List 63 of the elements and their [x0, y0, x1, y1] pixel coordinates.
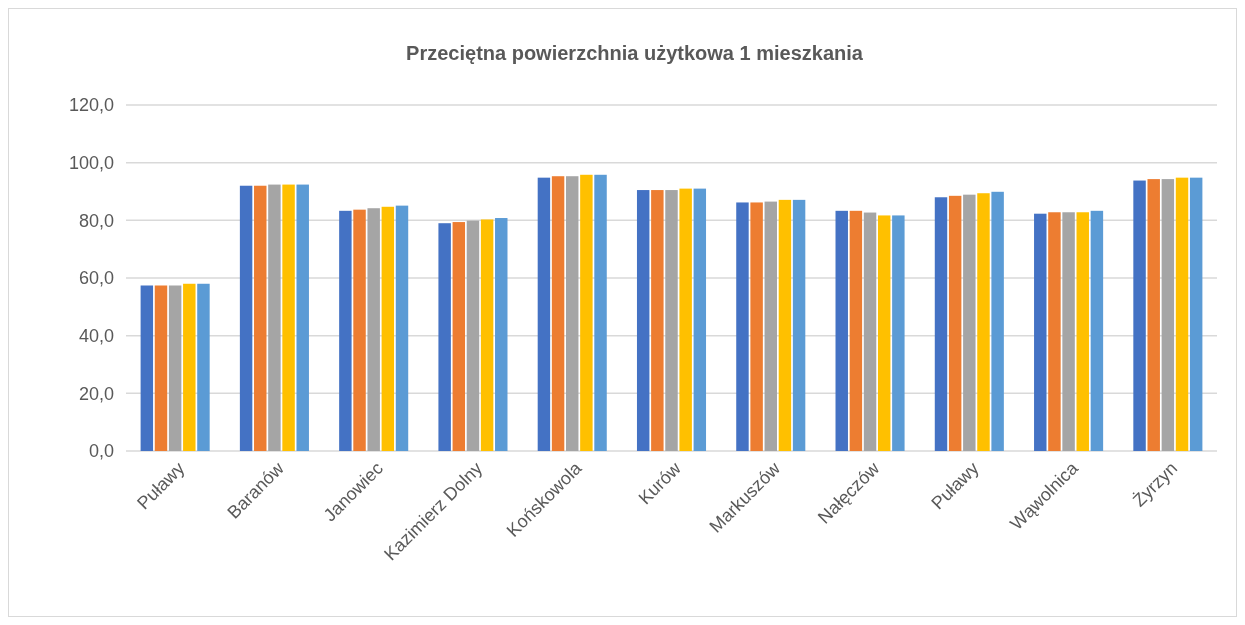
y-tick-label: 20,0: [78, 383, 114, 404]
bar: [651, 190, 664, 451]
bar: [750, 202, 763, 451]
bar: [948, 195, 962, 451]
bar: [197, 283, 210, 451]
bar: [183, 283, 196, 451]
bar: [438, 223, 451, 451]
bar: [353, 209, 366, 451]
bar: [977, 193, 990, 451]
bar: [877, 215, 891, 451]
bar: [693, 188, 707, 451]
chart-title: Przeciętna powierzchnia użytkowa 1 mieszkania: [406, 42, 864, 64]
bar: [395, 205, 409, 451]
bar: [239, 185, 253, 451]
bar: [466, 220, 480, 451]
bar: [1147, 179, 1160, 451]
bar: [1175, 177, 1189, 451]
bar: [934, 197, 948, 451]
bar: [254, 185, 267, 451]
bar: [963, 194, 976, 451]
bar: [835, 210, 848, 451]
bar: [1189, 177, 1203, 451]
y-tick-label: 80,0: [78, 210, 114, 231]
bar: [566, 176, 579, 451]
bar: [1048, 212, 1061, 451]
bar: [154, 285, 168, 451]
y-tick-label: 120,0: [68, 95, 114, 116]
bar: [1076, 212, 1089, 451]
y-tick-label: 60,0: [78, 268, 114, 289]
bar: [296, 184, 309, 451]
bar: [480, 219, 494, 451]
bar: [339, 210, 352, 451]
y-tick-label: 100,0: [68, 152, 114, 173]
bar: [168, 285, 182, 451]
bar: [537, 177, 551, 451]
bar: [792, 199, 806, 451]
bar: [736, 202, 749, 451]
bar: [140, 285, 154, 451]
bar: [1133, 180, 1146, 451]
bar: [1090, 210, 1104, 451]
bar: [282, 184, 295, 451]
bar: [778, 199, 792, 451]
bar: [665, 190, 678, 451]
bar: [452, 222, 466, 451]
bar: [551, 176, 565, 451]
bar: [594, 174, 607, 451]
bar: [849, 210, 863, 451]
bar: [991, 191, 1004, 451]
bar: [1034, 213, 1047, 451]
bar: [381, 206, 395, 451]
bar: [1161, 179, 1175, 451]
y-tick-label: 40,0: [78, 325, 114, 346]
bar: [268, 184, 281, 451]
bar: [580, 174, 593, 451]
bar: [679, 188, 692, 451]
bar: [863, 212, 877, 451]
bar: [892, 215, 905, 451]
y-tick-label: 0,0: [88, 441, 114, 462]
bar: [764, 201, 777, 451]
bar: [367, 208, 380, 451]
bar: [1062, 212, 1075, 451]
bar: [636, 190, 650, 451]
bar: [495, 218, 508, 451]
